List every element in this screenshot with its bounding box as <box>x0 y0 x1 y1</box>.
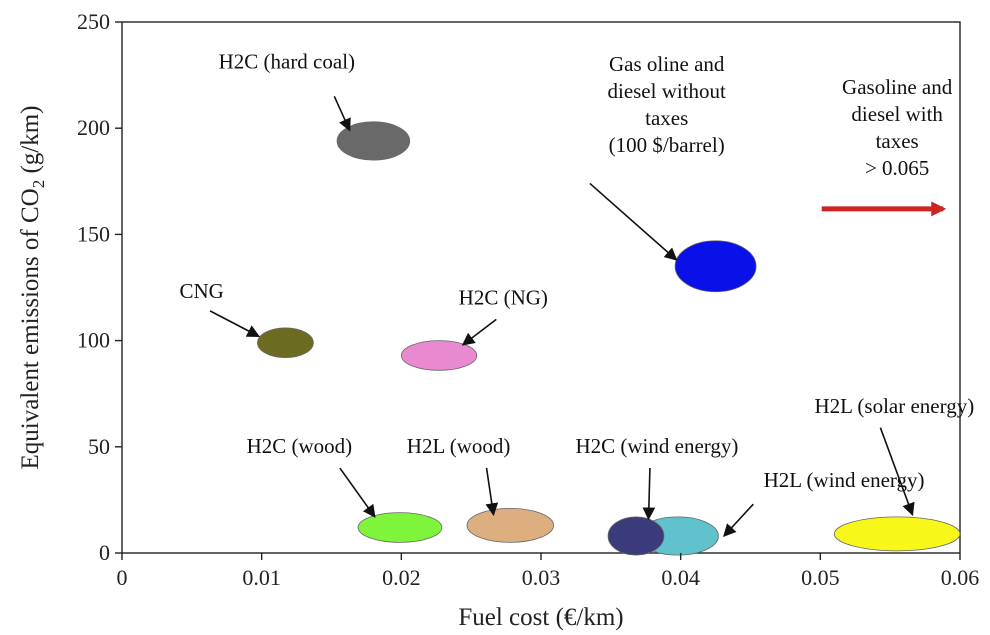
point-label: H2C (NG) <box>459 285 548 309</box>
y-tick-label: 250 <box>77 9 110 34</box>
annotation-arrow <box>339 467 376 518</box>
x-tick-label: 0.02 <box>382 565 421 590</box>
point-label-line: CNG <box>179 279 223 303</box>
point-label: H2L (solar energy) <box>814 394 974 418</box>
point-label-line: H2C (hard coal) <box>219 50 355 74</box>
annotation-label-line: diesel with <box>851 102 943 126</box>
y-axis-ticks: 0 50 100 150 200 250 <box>77 9 122 565</box>
point-label-line: H2C (wood) <box>247 434 353 458</box>
point-label: H2L (wood) <box>407 434 511 458</box>
annotation-arrow <box>485 467 499 517</box>
point-label-line: H2L (solar energy) <box>814 394 974 418</box>
point-label: H2C (wind energy) <box>575 434 738 458</box>
point-label: H2L (wind energy) <box>764 468 925 492</box>
annotation-arrow <box>589 182 678 261</box>
point-label-line: H2L (wind energy) <box>764 468 925 492</box>
annotation-label-line: > 0.065 <box>865 156 929 180</box>
data-point: H2C (NG) <box>400 340 478 371</box>
x-axis-title: Fuel cost (€/km) <box>458 604 623 631</box>
annotation-label-line: Gasoline and <box>842 75 953 99</box>
annotation-arrow <box>879 427 915 516</box>
data-point: H2C (hard coal) <box>336 121 411 161</box>
y-axis-title-main: Equivalent emissions of CO <box>17 188 44 469</box>
y-axis-title: Equivalent emissions of CO2 (g/km) <box>17 105 48 469</box>
point-label-line: taxes <box>645 106 688 130</box>
data-point: H2C (wind energy) <box>607 516 665 556</box>
y-axis-title-unit: (g/km) <box>17 105 44 179</box>
data-point: H2C (wood) <box>357 512 443 543</box>
data-point: CNG <box>257 327 314 358</box>
x-tick-label: 0.03 <box>522 565 561 590</box>
y-tick-label: 150 <box>77 221 110 246</box>
y-axis-title-subscript: 2 <box>29 180 48 189</box>
annotation-arrow <box>209 310 261 338</box>
annotation-label: Gasoline and diesel with taxes > 0.065 <box>842 75 953 180</box>
data-point: Gasoline and diesel without taxes (100 $… <box>674 240 757 293</box>
point-label: H2C (hard coal) <box>219 50 355 74</box>
x-tick-label: 0.06 <box>941 565 980 590</box>
annotation-label-line: taxes <box>876 129 919 153</box>
annotation-arrows <box>209 96 947 537</box>
y-tick-label: 200 <box>77 115 110 140</box>
x-tick-label: 0.04 <box>661 565 700 590</box>
point-label-line: Gas oline and <box>609 52 725 76</box>
point-label-line: H2L (wood) <box>407 434 511 458</box>
point-label-line: H2C (wind energy) <box>575 434 738 458</box>
annotation-arrow <box>642 468 656 521</box>
data-point: H2L (solar energy) <box>833 516 961 552</box>
point-label: H2C (wood) <box>247 434 353 458</box>
data-ellipses: H2C (hard coal) Gasoline and diesel witho… <box>257 121 961 556</box>
x-tick-label: 0.05 <box>801 565 840 590</box>
x-tick-label: 0.01 <box>242 565 281 590</box>
point-label: CNG <box>179 279 223 303</box>
annotation-arrow <box>333 96 351 132</box>
annotation-arrow <box>723 503 754 537</box>
y-tick-label: 50 <box>88 434 110 459</box>
point-labels: H2C (hard coal) Gas oline and diesel witho… <box>179 50 974 492</box>
annotation-arrow <box>461 318 497 346</box>
y-tick-label: 100 <box>77 328 110 353</box>
x-tick-label: 0 <box>117 565 128 590</box>
point-label-line: diesel without <box>607 79 726 103</box>
x-axis-ticks: 0 0.01 0.02 0.03 0.04 0.05 0.06 <box>117 553 980 590</box>
y-tick-label: 0 <box>99 540 110 565</box>
data-point: H2L (wood) <box>466 507 554 543</box>
point-label-line: (100 $/barrel) <box>609 133 725 157</box>
point-label: Gas oline and diesel without taxes (100 $/b… <box>607 52 726 157</box>
point-label-line: H2C (NG) <box>459 285 548 309</box>
